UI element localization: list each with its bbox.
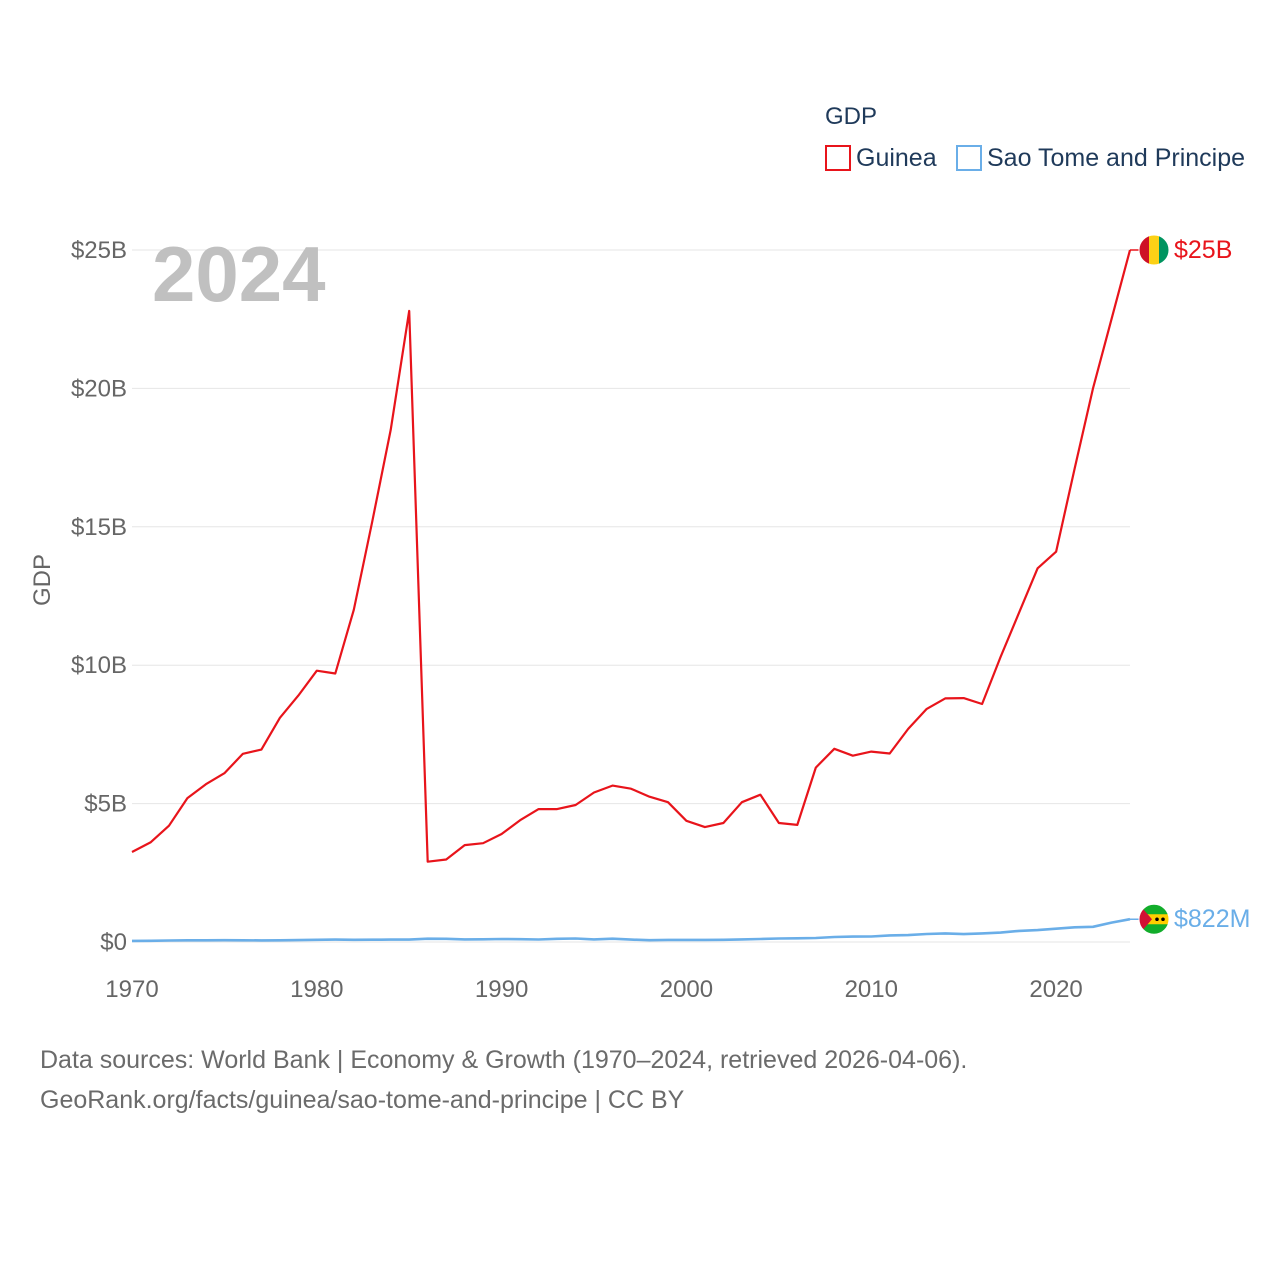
legend-label-guinea: Guinea [856, 144, 937, 172]
x-tick-label: 1990 [475, 976, 528, 1003]
data-source-note: Data sources: World Bank | Economy & Gro… [40, 1040, 1240, 1120]
legend-item-guinea[interactable]: Guinea [825, 144, 937, 172]
x-tick-label: 2000 [660, 976, 713, 1003]
gdp-line-chart: $0 $5B $10B $15B $20B $25B 1970 1980 1990 2000 20… [29, 103, 1250, 1003]
gridlines [132, 249, 1130, 943]
current-year-label: 2024 [152, 230, 326, 318]
x-tick-label: 1970 [105, 976, 158, 1003]
legend-swatch-sao-tome-and-principe [956, 145, 982, 171]
series-line-sao-tome-and-principe[interactable] [131, 917, 1131, 943]
legend: GDP Guinea Sao Tome and Principe [825, 103, 1245, 172]
source-line-1: Data sources: World Bank | Economy & Gro… [40, 1046, 968, 1074]
source-line-2[interactable]: GeoRank.org/facts/guinea/sao-tome-and-pr… [40, 1086, 685, 1114]
series-lines [131, 249, 1132, 943]
series-line-guinea[interactable] [131, 249, 1132, 863]
y-tick-label: $25B [71, 237, 127, 264]
y-tick-label: $20B [71, 375, 127, 402]
x-tick-label: 2020 [1029, 976, 1082, 1003]
y-tick-label: $0 [100, 929, 127, 956]
y-axis-ticks: $0 $5B $10B $15B $20B $25B [71, 237, 127, 956]
legend-label-sao-tome-and-principe: Sao Tome and Principe [987, 144, 1245, 172]
x-axis-ticks: 1970 1980 1990 2000 2010 2020 [105, 976, 1082, 1003]
end-value-label: $25B [1174, 236, 1232, 264]
y-tick-label: $10B [71, 652, 127, 679]
y-axis-title: GDP [29, 554, 56, 606]
y-tick-label: $15B [71, 514, 127, 541]
y-tick-label: $5B [84, 791, 127, 818]
end-marker-guinea: $25B [1130, 234, 1232, 266]
x-tick-label: 1980 [290, 976, 343, 1003]
end-value-label: $822M [1174, 905, 1250, 933]
guinea-flag-icon [1139, 235, 1169, 265]
series-end-labels: $25B $822M [1130, 234, 1250, 935]
legend-swatch-guinea [825, 145, 851, 171]
x-tick-label: 2010 [845, 976, 898, 1003]
end-marker-sao-tome-and-principe: $822M [1130, 903, 1250, 935]
legend-item-sao-tome-and-principe[interactable]: Sao Tome and Principe [956, 144, 1245, 172]
sao-tome-flag-icon [1139, 904, 1169, 935]
legend-title: GDP [825, 103, 877, 130]
